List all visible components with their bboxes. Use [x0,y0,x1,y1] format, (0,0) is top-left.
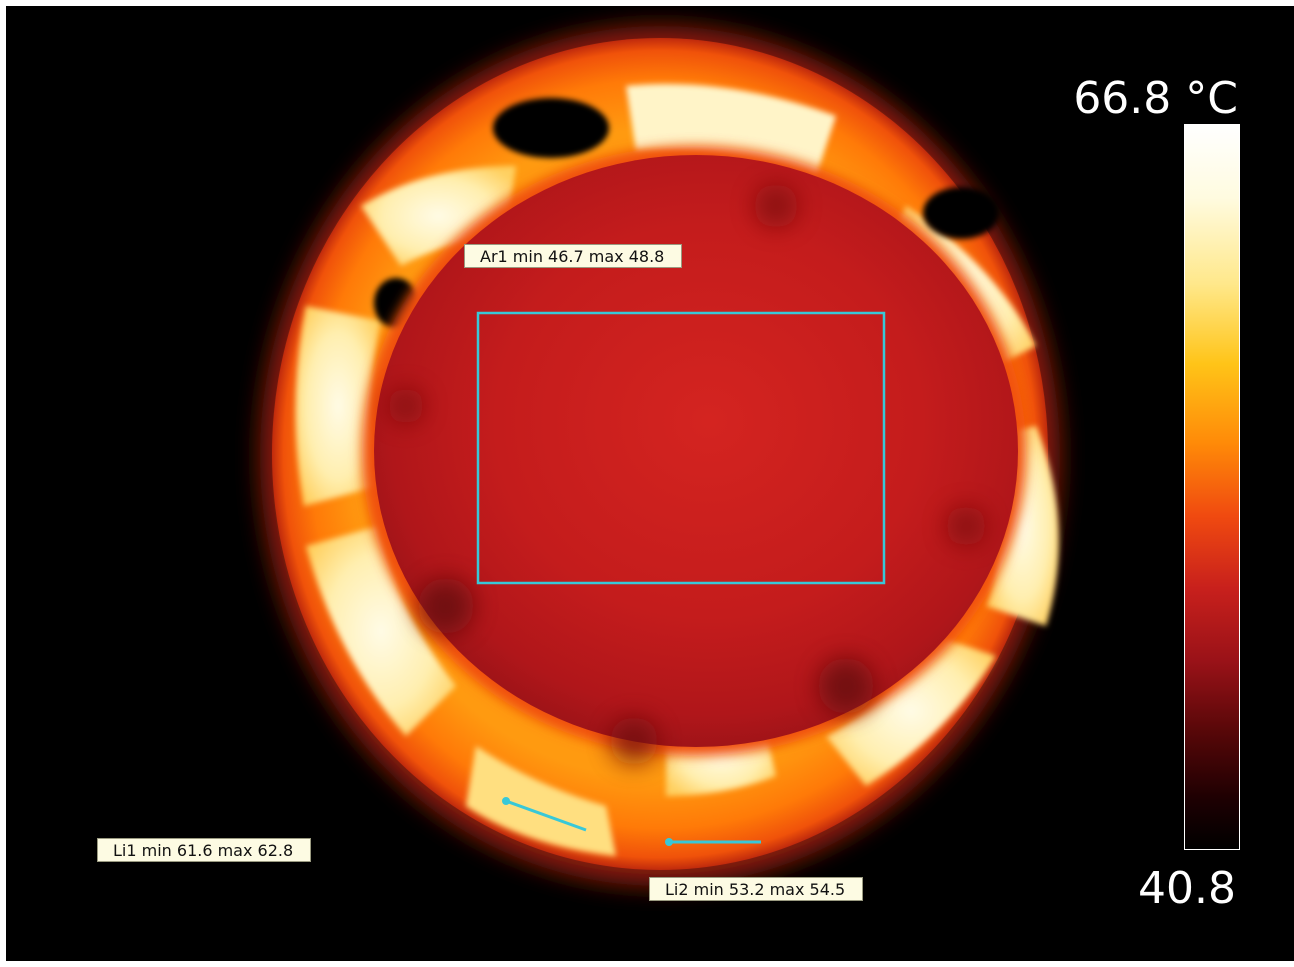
line2-marker[interactable] [665,838,761,846]
line1-marker[interactable] [502,797,587,832]
inner-disc [374,155,1018,747]
scale-max-label: 66.8 °C [1073,73,1238,124]
line2-label: Li2 min 53.2 max 54.5 [649,877,864,901]
disc-shading [388,184,986,765]
hole-2 [923,187,999,239]
hole-1 [493,98,609,158]
line1-label: Li1 min 61.6 max 62.8 [97,838,312,862]
scale-min-label: 40.8 [1138,863,1236,914]
color-scale-bar [1184,124,1240,850]
thermal-image: 66.8 °C 40.8 Ar1 min 46.7 max 48.8 Li1 m… [6,6,1294,961]
area-box[interactable] [476,311,886,585]
area-label: Ar1 min 46.7 max 48.8 [464,244,683,268]
thermal-scene [260,26,1060,886]
